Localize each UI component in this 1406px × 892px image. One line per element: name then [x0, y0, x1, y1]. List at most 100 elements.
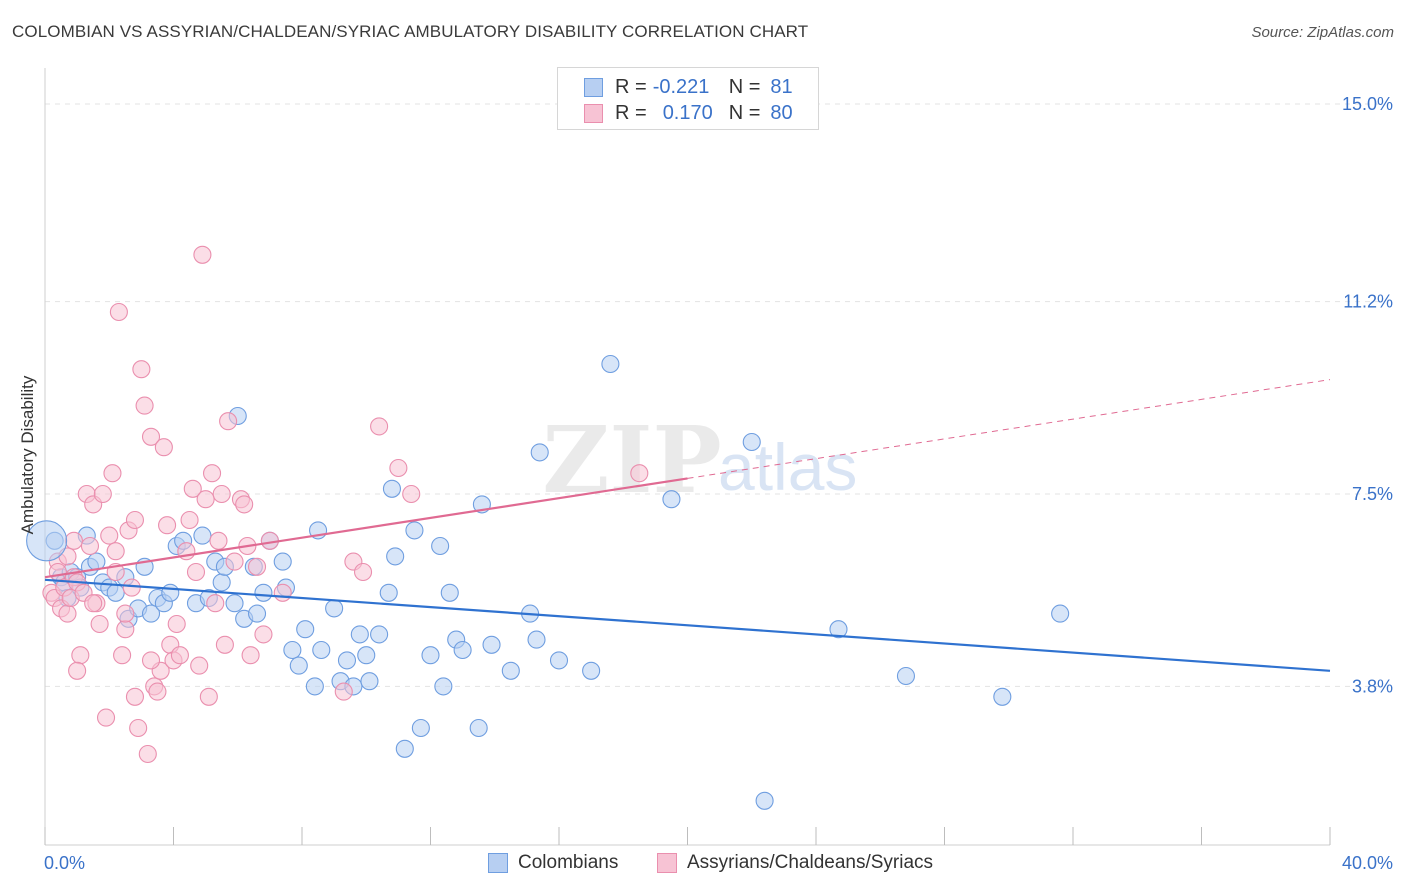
point-assyrian	[190, 656, 209, 675]
legend-r-value: -0.221	[652, 75, 710, 98]
point-assyrian	[193, 245, 212, 264]
series-label-colombians: Colombians	[518, 852, 619, 873]
point-colombian	[421, 646, 440, 665]
point-assyrian	[116, 620, 135, 639]
point-colombian	[247, 604, 267, 623]
point-colombian	[395, 739, 414, 758]
legend-n-key: N =	[728, 101, 761, 124]
y-tick-label: 15.0%	[1342, 94, 1393, 114]
watermark-atlas: atlas	[718, 430, 857, 504]
point-colombian	[141, 604, 161, 623]
series-legend: Colombians Assyrians/Chaldeans/Syriacs	[0, 852, 1406, 876]
data-points	[26, 245, 1070, 810]
point-assyrian	[96, 708, 116, 727]
point-colombian	[357, 646, 376, 665]
point-colombian	[405, 521, 424, 540]
point-colombian	[360, 672, 379, 691]
point-colombian	[161, 583, 180, 602]
legend-row-colombians: R = -0.221 N = 81	[584, 75, 793, 99]
point-assyrian	[158, 516, 177, 535]
point-colombian	[225, 594, 244, 613]
point-assyrian	[170, 646, 189, 665]
point-assyrian	[215, 635, 234, 654]
point-colombian	[993, 687, 1012, 706]
point-colombian	[431, 536, 450, 556]
point-colombian	[289, 656, 308, 675]
point-assyrian	[203, 464, 222, 483]
point-colombian	[305, 677, 324, 696]
point-colombian	[469, 718, 488, 738]
point-colombian	[379, 583, 398, 602]
legend-swatch-pink	[584, 103, 603, 123]
point-colombian	[337, 651, 357, 670]
point-assyrian	[48, 562, 67, 582]
series-legend-assyrians: Assyrians/Chaldeans/Syriacs	[657, 852, 933, 874]
point-assyrian	[148, 682, 167, 701]
point-assyrian	[209, 531, 228, 550]
y-tick-label: 11.2%	[1343, 292, 1393, 312]
tick-labels: 3.8% 7.5% 11.2% 15.0% 0.0% 40.0%	[44, 94, 1393, 873]
legend-n-key: N =	[728, 75, 761, 98]
legend-n-value: 81	[770, 75, 793, 98]
point-colombian	[434, 677, 453, 696]
point-assyrian	[135, 396, 154, 415]
point-assyrian	[186, 562, 206, 582]
point-assyrian	[141, 651, 161, 670]
point-colombian-large	[26, 520, 68, 562]
point-assyrian	[241, 646, 260, 665]
chart-title: COLOMBIAN VS ASSYRIAN/CHALDEAN/SYRIAC AM…	[12, 22, 809, 41]
stats-legend: R = -0.221 N = 81 R = 0.170 N = 80	[557, 67, 819, 130]
point-assyrian	[180, 510, 199, 530]
point-colombian	[440, 583, 459, 602]
point-assyrian	[103, 464, 122, 483]
series-swatch-pink	[657, 853, 677, 873]
point-colombian	[296, 620, 315, 639]
point-colombian	[755, 791, 774, 810]
point-assyrian	[154, 438, 173, 457]
point-assyrian	[71, 646, 90, 665]
point-assyrian	[370, 417, 389, 436]
point-assyrian	[273, 583, 292, 602]
point-colombian	[662, 490, 681, 509]
point-assyrian	[64, 531, 83, 550]
series-label-assyrians: Assyrians/Chaldeans/Syriacs	[687, 852, 934, 873]
point-assyrian	[129, 718, 148, 738]
point-colombian	[193, 526, 212, 545]
point-colombian	[453, 640, 472, 660]
point-assyrian	[84, 594, 103, 613]
point-colombian	[742, 432, 761, 452]
legend-row-assyrians: R = 0.170 N = 80	[584, 101, 793, 125]
point-assyrian	[58, 604, 77, 623]
point-assyrian	[132, 360, 151, 379]
point-colombian	[527, 630, 546, 649]
point-assyrian	[167, 614, 186, 634]
point-assyrian	[196, 490, 215, 509]
grid-lines	[45, 103, 1380, 687]
point-assyrian	[125, 687, 144, 706]
point-colombian	[601, 354, 620, 374]
chart-source: Source: ZipAtlas.com	[1251, 24, 1394, 41]
axes	[44, 68, 1331, 846]
trend-line-assyrians	[44, 477, 688, 579]
point-colombian	[482, 635, 501, 654]
point-assyrian	[90, 614, 109, 634]
point-colombian	[325, 599, 344, 618]
point-colombian	[350, 625, 369, 644]
series-legend-colombians: Colombians	[488, 852, 618, 874]
point-assyrian	[183, 479, 202, 498]
legend-r-key: R =	[615, 101, 647, 124]
point-assyrian	[68, 661, 87, 680]
point-assyrian	[353, 562, 373, 582]
y-axis-label: Ambulatory Disability	[18, 375, 37, 535]
point-assyrian	[113, 646, 132, 665]
point-colombian	[283, 640, 302, 660]
point-colombian	[1051, 604, 1070, 623]
point-assyrian	[235, 495, 254, 514]
point-assyrian	[630, 464, 649, 483]
point-colombian	[549, 651, 569, 670]
point-colombian	[370, 625, 389, 644]
y-tick-label: 7.5%	[1352, 484, 1393, 504]
legend-n-value: 80	[770, 101, 793, 124]
point-assyrian	[106, 542, 125, 561]
point-assyrian	[138, 744, 157, 764]
